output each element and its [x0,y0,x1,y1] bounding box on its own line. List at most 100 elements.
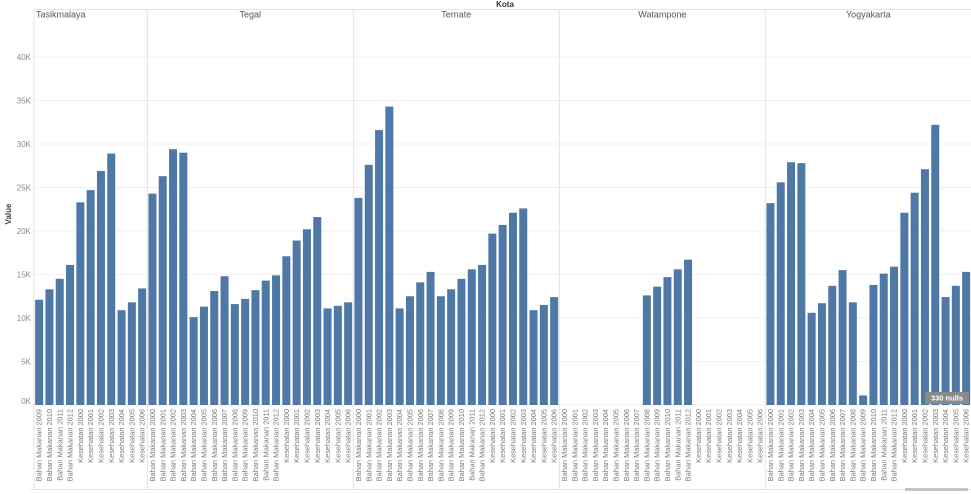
bar[interactable] [488,233,497,405]
bar[interactable] [117,310,126,405]
bar[interactable] [797,163,806,405]
bar[interactable] [86,190,95,405]
x-category-label: Kesehatan 2001 [704,409,713,463]
y-tick-label: 15K [17,270,32,279]
bar[interactable] [900,212,909,405]
bar[interactable] [138,288,147,405]
x-category-label: Kesehatan 2006 [344,409,353,463]
bar[interactable] [405,296,414,405]
bar[interactable] [663,277,672,405]
bar[interactable] [416,282,425,405]
bar[interactable] [220,276,229,405]
bar[interactable] [313,217,322,405]
bar[interactable] [426,271,435,405]
bar[interactable] [344,302,353,405]
bar[interactable] [385,106,394,405]
bar[interactable] [859,395,868,405]
bar[interactable] [66,264,75,405]
bar[interactable] [869,284,878,405]
bar[interactable] [467,269,476,405]
x-category-label: Bahan Makanan 2008 [848,409,857,481]
bar[interactable] [292,240,301,405]
nulls-indicator-badge[interactable] [925,392,969,404]
bar[interactable] [848,302,857,405]
bar[interactable] [107,153,116,405]
bar[interactable] [817,303,826,405]
bar[interactable] [890,266,899,405]
y-tick-label: 20K [17,227,32,236]
bar[interactable] [179,152,188,405]
x-category-label: Kesehatan 2002 [921,409,930,463]
bar[interactable] [45,289,54,405]
bar[interactable] [199,306,208,405]
bar[interactable] [519,208,528,405]
bar[interactable] [508,212,517,405]
x-category-label: Kesehatan 2006 [756,409,765,463]
bar[interactable] [436,296,445,405]
bar[interactable] [282,256,291,405]
nulls-indicator[interactable]: 330 nulls [925,392,969,404]
bar[interactable] [673,269,682,405]
bar[interactable] [272,275,281,405]
bar[interactable] [375,130,384,405]
bar[interactable] [148,193,157,405]
bar[interactable] [251,290,260,405]
y-axis: Value 0K 5K 10K 15K 20K 25K 30K 35K 40K [4,53,32,406]
bar[interactable] [333,305,342,405]
bar[interactable] [838,270,847,405]
bar[interactable] [302,229,311,405]
bar[interactable] [169,149,178,405]
bar[interactable] [354,197,363,405]
horizontal-scrollbar[interactable] [30,488,971,491]
bar[interactable] [241,298,250,405]
bar[interactable] [35,299,44,405]
bar[interactable] [828,285,837,405]
bar[interactable] [653,286,662,405]
bar[interactable] [539,304,548,405]
bar[interactable] [879,273,888,405]
bar[interactable] [962,271,971,405]
x-category-label: Kesehatan 2002 [97,409,106,463]
bar[interactable] [529,310,538,405]
x-category-label: Bahan Makanan 2004 [601,409,610,481]
scrollbar-track[interactable] [30,489,971,490]
bar[interactable] [55,278,64,405]
bar[interactable] [158,176,167,405]
bar[interactable] [364,164,373,405]
bar[interactable] [210,291,219,405]
bar[interactable] [127,302,136,405]
bar[interactable] [230,304,239,405]
bar[interactable] [684,259,693,405]
x-category-label: Bahan Makanan 2001 [364,409,373,481]
bar[interactable] [395,308,404,405]
bar[interactable] [807,312,816,405]
bar[interactable] [189,317,198,405]
pane-header: Ternate [441,10,471,20]
bar[interactable] [550,297,559,405]
x-category-label: Kesehatan 2005 [951,409,960,463]
nulls-indicator-label[interactable]: 330 nulls [931,394,963,403]
x-category-label: Bahan Makanan 2002 [581,409,590,481]
scrollbar-thumb[interactable] [905,488,968,491]
bar[interactable] [76,202,85,405]
bar[interactable] [261,280,270,405]
bar[interactable] [323,308,332,405]
y-tick-label: 25K [17,183,32,192]
bar[interactable] [457,278,466,405]
bar[interactable] [951,285,960,405]
bar[interactable] [478,264,487,405]
bar[interactable] [447,289,456,405]
bar[interactable] [787,162,796,405]
x-category-label: Bahan Makanan 2012 [890,409,899,481]
bar[interactable] [931,124,940,406]
x-category-label: Bahan Makanan 2004 [807,409,816,481]
bar[interactable] [766,203,775,405]
bar[interactable] [96,170,105,405]
bar[interactable] [920,169,929,405]
bar[interactable] [941,297,950,405]
bar[interactable] [498,224,507,405]
bar[interactable] [642,295,651,405]
y-tick-label: 40K [17,53,32,62]
bar[interactable] [776,182,785,405]
bar[interactable] [910,192,919,405]
